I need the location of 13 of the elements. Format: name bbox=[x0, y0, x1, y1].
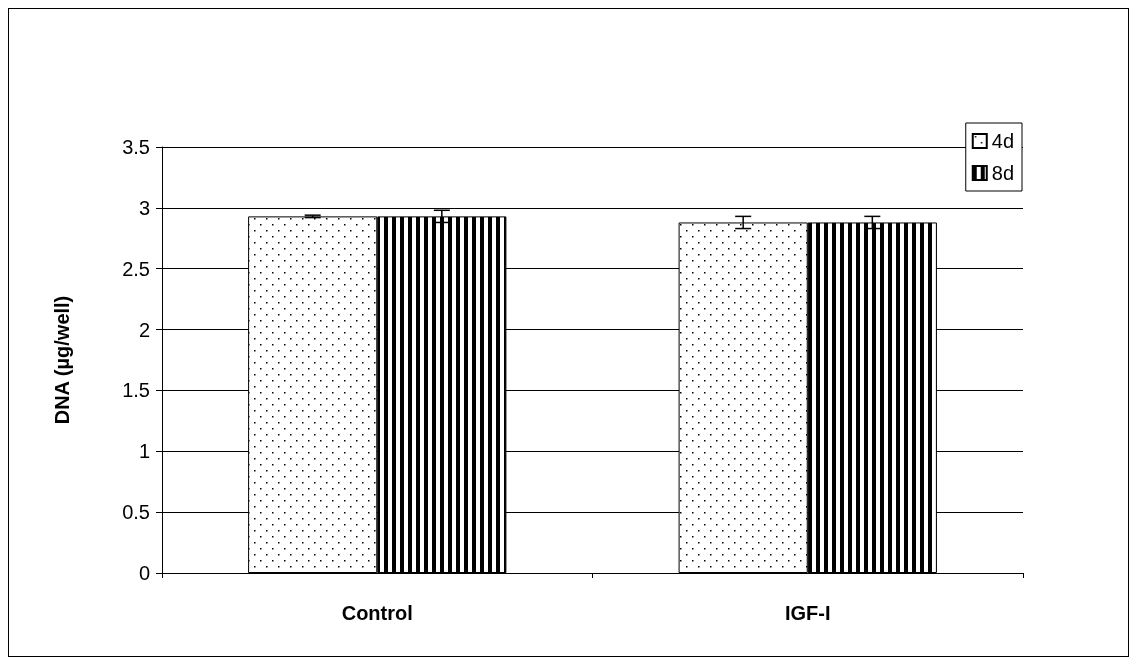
legend-label: 4d bbox=[991, 130, 1014, 152]
y-tick-label: 3.5 bbox=[122, 136, 150, 158]
y-tick-label: 2.5 bbox=[122, 257, 150, 280]
y-tick-label: 3 bbox=[138, 196, 150, 219]
x-tick-label: Control bbox=[341, 602, 413, 624]
y-axis-title: DNA (µg/well) bbox=[51, 295, 73, 425]
y-tick-label: 1 bbox=[138, 440, 150, 463]
y-tick-label: 1.5 bbox=[122, 379, 150, 402]
y-tick-label: 0 bbox=[138, 562, 150, 584]
legend-label: 8d bbox=[991, 162, 1014, 184]
y-tick-label: 0.5 bbox=[122, 501, 150, 524]
x-tick-label: IGF-I bbox=[784, 602, 831, 624]
y-tick-label: 2 bbox=[138, 318, 150, 341]
